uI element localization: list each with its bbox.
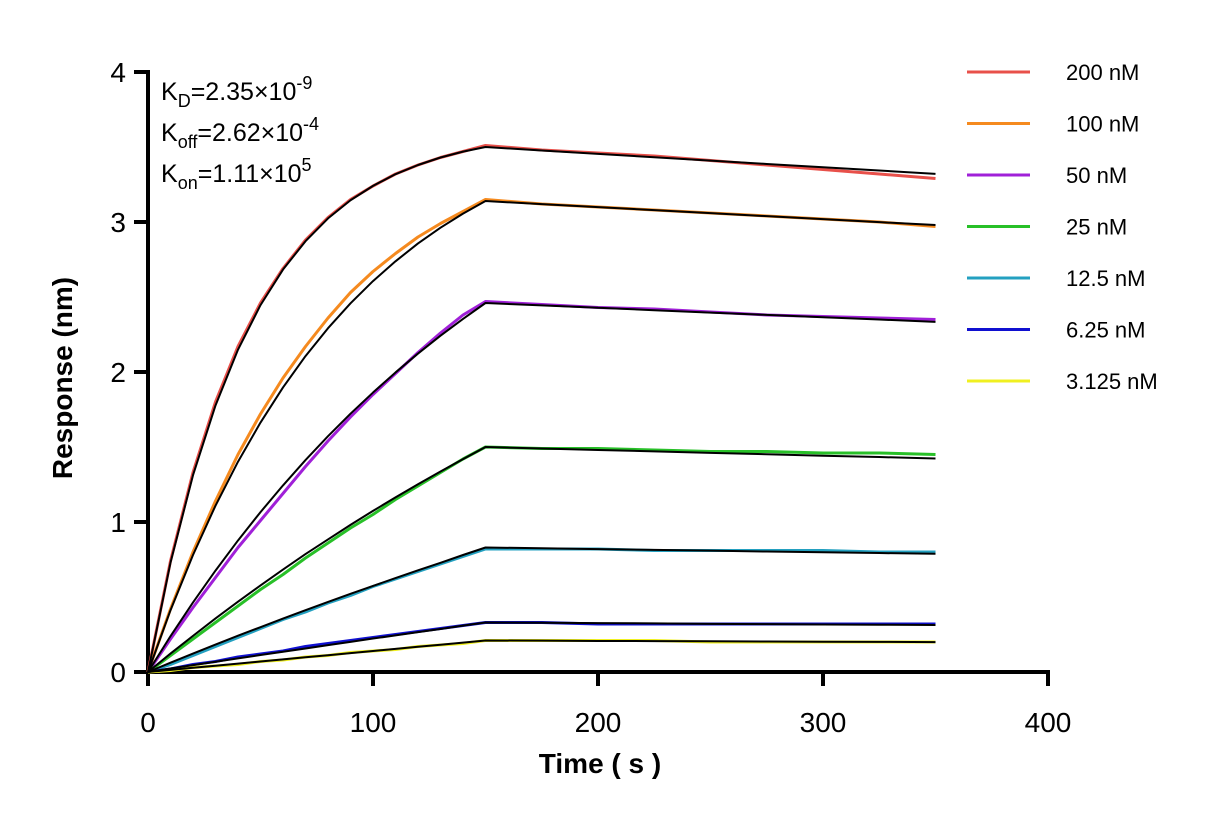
legend-label: 12.5 nM xyxy=(1066,266,1146,291)
annotation-text: =2.35×10 xyxy=(191,78,297,106)
x-tick-label: 300 xyxy=(800,707,847,738)
fit-line xyxy=(147,546,936,673)
y-axis-title: Response (nm) xyxy=(47,277,78,479)
annotation: KD=2.35×10-9 xyxy=(161,73,312,111)
legend-label: 100 nM xyxy=(1066,112,1139,137)
fit-line xyxy=(147,446,936,673)
legend-label: 50 nM xyxy=(1066,163,1127,188)
x-tick-label: 400 xyxy=(1025,707,1072,738)
annotation-symbol: K xyxy=(161,160,178,188)
legend-label: 3.125 nM xyxy=(1066,369,1158,394)
annotation-text: =2.62×10 xyxy=(197,119,303,147)
fit-line xyxy=(147,302,936,673)
data-line xyxy=(147,639,936,674)
annotation: Kon=1.11×105 xyxy=(161,155,312,193)
y-tick-label: 3 xyxy=(110,207,126,238)
data-line xyxy=(147,621,936,674)
y-tick-label: 1 xyxy=(110,507,126,538)
data-line xyxy=(147,445,936,674)
legend-label: 200 nM xyxy=(1066,60,1139,85)
annotation: Koff=2.62×10-4 xyxy=(161,114,319,152)
y-tick-label: 2 xyxy=(110,357,126,388)
fit-line xyxy=(147,639,936,673)
x-tick-label: 0 xyxy=(140,707,156,738)
annotation-exponent: -9 xyxy=(296,73,312,93)
data-line xyxy=(146,300,936,673)
legend-label: 6.25 nM xyxy=(1066,318,1146,343)
annotation-subscript: D xyxy=(178,91,191,111)
x-tick-label: 200 xyxy=(575,707,622,738)
annotation-symbol: K xyxy=(161,78,178,106)
annotation-subscript: on xyxy=(178,173,198,193)
annotation-exponent: 5 xyxy=(302,155,312,175)
annotation-subscript: off xyxy=(178,132,199,152)
annotation-text: =1.11×10 xyxy=(198,160,302,188)
x-axis-title: Time ( s ) xyxy=(539,748,661,779)
y-tick-label: 0 xyxy=(110,657,126,688)
annotation-exponent: -4 xyxy=(303,114,319,134)
fit-line xyxy=(147,200,936,673)
y-tick-label: 4 xyxy=(110,57,126,88)
fit-line xyxy=(147,621,936,673)
x-tick-label: 100 xyxy=(350,707,397,738)
annotation-symbol: K xyxy=(161,119,178,147)
data-line xyxy=(146,144,936,673)
fit-line xyxy=(147,146,936,673)
data-line xyxy=(146,198,936,673)
legend-label: 25 nM xyxy=(1066,215,1127,240)
